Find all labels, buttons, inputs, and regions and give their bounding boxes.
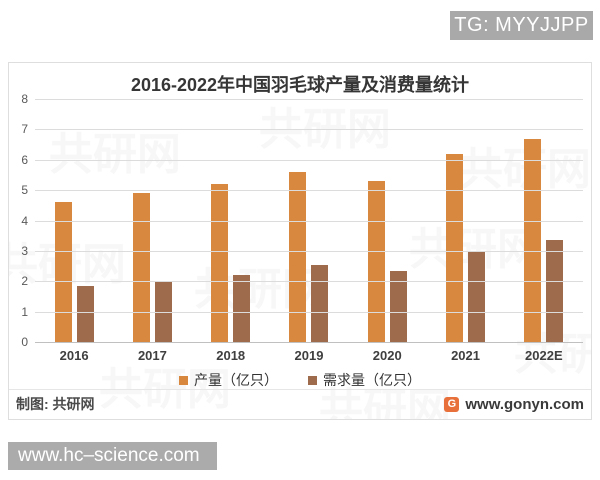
bar-需求量（亿只）-2018 <box>233 275 251 342</box>
x-axis-label-2019: 2019 <box>294 348 324 363</box>
legend-label: 产量（亿只） <box>194 372 278 388</box>
x-axis-label-2022E: 2022E <box>525 348 563 363</box>
gridline-1 <box>35 311 583 313</box>
x-axis-label-2020: 2020 <box>372 348 402 363</box>
bar-需求量（亿只）-2019 <box>311 264 329 342</box>
gridline-4 <box>35 220 583 222</box>
x-axis-labels: 2016 2017 2018 2019 2020 2021 2022E <box>35 348 583 363</box>
x-axis-label-2016: 2016 <box>59 348 89 363</box>
gridline-2 <box>35 281 583 283</box>
legend-item-需求量（亿只）: 需求量（亿只） <box>308 370 421 390</box>
y-axis-tick-5: 5 <box>21 183 28 198</box>
gridline-0 <box>35 342 583 343</box>
bar-需求量（亿只）-2022E <box>546 240 564 342</box>
source-site: G www.gonyn.com <box>444 396 584 413</box>
y-axis-tick-3: 3 <box>21 243 28 258</box>
bar-group-2019 <box>270 99 348 342</box>
chart-card: 共研网共研网共研网共研网共研网共研网共研网共研网共研网 2016-2022年中国… <box>8 62 592 420</box>
y-axis-tick-0: 0 <box>21 335 28 349</box>
legend-item-产量（亿只）: 产量（亿只） <box>179 370 278 390</box>
bar-需求量（亿只）-2021 <box>468 252 486 342</box>
y-axis-tick-6: 6 <box>21 152 28 167</box>
y-axis-tick-8: 8 <box>21 92 28 106</box>
chart-title: 2016-2022年中国羽毛球产量及消费量统计 <box>130 75 470 95</box>
legend: 产量（亿只） 需求量（亿只） <box>9 370 591 390</box>
chart-footer: 制图: 共研网 G www.gonyn.com <box>16 394 584 414</box>
gonyn-logo-icon: G <box>444 396 460 412</box>
bar-group-2021 <box>426 99 504 342</box>
source-site-url: www.gonyn.com <box>465 395 584 413</box>
y-axis-tick-7: 7 <box>21 122 28 137</box>
bar-group-2022E <box>505 99 583 342</box>
x-axis-label-2021: 2021 <box>451 348 480 363</box>
gridline-6 <box>35 159 583 161</box>
legend-swatch-icon <box>179 375 188 385</box>
bar-group-2018 <box>192 99 270 342</box>
y-axis-tick-4: 4 <box>21 213 28 228</box>
plot-area: 0 1 2 3 4 5 6 7 8 <box>21 92 583 349</box>
bar-产量（亿只）-2017 <box>132 193 150 342</box>
bar-产量（亿只）-2016 <box>54 202 72 342</box>
hc-science-badge: www.hc–science.com <box>8 442 217 470</box>
bar-group-2016 <box>35 99 113 342</box>
bar-需求量（亿只）-2020 <box>389 270 407 342</box>
gridline-8 <box>35 99 583 100</box>
tg-contact-badge: TG: MYYJJPP <box>450 11 593 40</box>
gridline-3 <box>35 250 583 252</box>
bar-产量（亿只）-2021 <box>446 153 464 342</box>
gridline-5 <box>35 190 583 192</box>
bar-产量（亿只）-2020 <box>367 181 385 342</box>
bar-产量（亿只）-2018 <box>211 184 229 342</box>
footer-divider <box>9 389 591 390</box>
credit-text: 制图: 共研网 <box>16 396 95 412</box>
legend-swatch-icon <box>308 375 317 385</box>
x-axis-label-2018: 2018 <box>216 348 246 363</box>
y-axis-tick-2: 2 <box>21 274 28 289</box>
x-axis-label-2017: 2017 <box>137 348 167 363</box>
bar-需求量（亿只）-2016 <box>76 285 94 342</box>
bar-产量（亿只）-2019 <box>289 171 307 342</box>
y-axis-tick-1: 1 <box>21 304 28 319</box>
gridline-7 <box>35 129 583 131</box>
legend-label: 需求量（亿只） <box>323 372 421 388</box>
bar-产量（亿只）-2022E <box>524 138 542 342</box>
